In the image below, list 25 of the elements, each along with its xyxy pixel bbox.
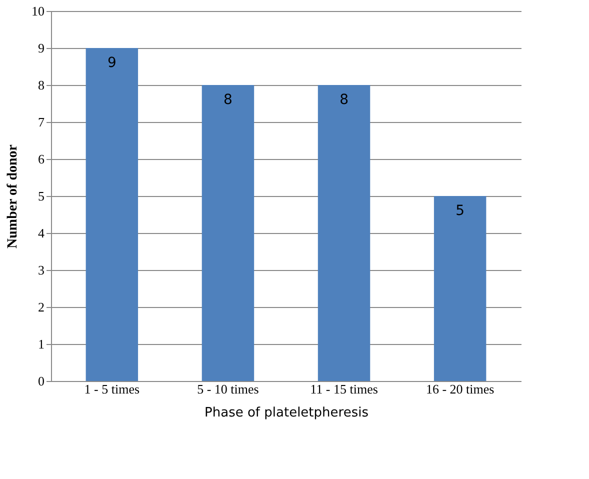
y-axis-title: Number of donor (6, 144, 20, 248)
y-tick-label: 1 (38, 336, 44, 352)
x-axis-title: Phase of plateletpheresis (204, 406, 369, 420)
data-label: 5 (456, 203, 465, 219)
y-tick-label: 8 (38, 78, 44, 92)
y-tick-label: 6 (38, 152, 45, 166)
bar (434, 196, 486, 381)
data-label: 8 (224, 92, 232, 108)
bar (202, 85, 254, 381)
data-label: 8 (340, 92, 348, 108)
y-tick-label: 9 (38, 40, 44, 56)
y-tick-label: 4 (38, 226, 45, 240)
x-tick-label: 16 - 20 times (426, 382, 494, 396)
bar (86, 48, 138, 381)
data-label: 9 (107, 55, 116, 71)
y-tick-label: 0 (38, 374, 44, 388)
y-tick-label: 3 (38, 262, 44, 278)
x-tick-label: 5 - 10 times (197, 382, 259, 396)
x-tick-label: 1 - 5 times (84, 382, 140, 396)
y-tick-label: 5 (38, 188, 44, 204)
bar (318, 85, 370, 381)
y-tick-label: 10 (32, 4, 44, 18)
x-tick-label: 11 - 15 times (310, 382, 378, 396)
y-tick-label: 7 (38, 114, 45, 130)
y-tick-label: 2 (38, 300, 44, 314)
